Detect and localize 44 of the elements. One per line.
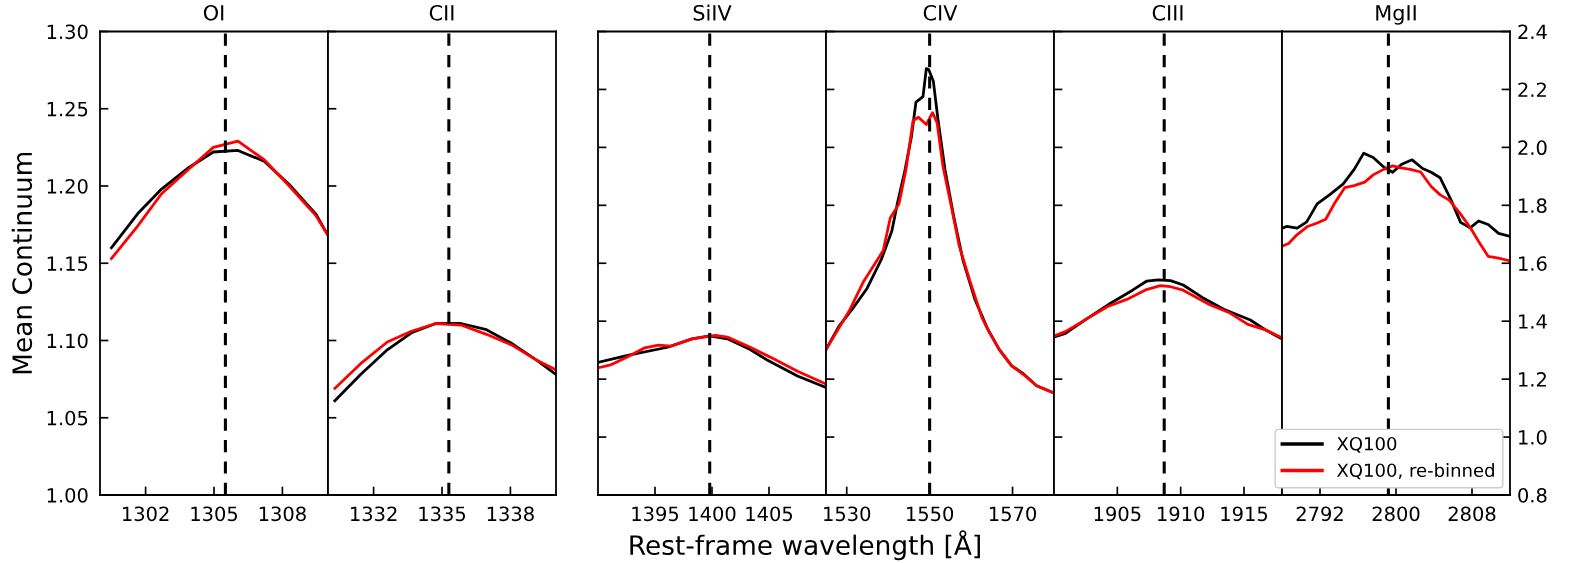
legend-label: XQ100	[1337, 436, 1397, 453]
y2-tick-label: 2.4	[1518, 24, 1547, 39]
y2-tick-label: 1.8	[1519, 198, 1547, 213]
x-tick-label: 1405	[746, 506, 793, 522]
y2-tick-label: 1.2	[1519, 372, 1546, 387]
y2-tick-label: 2.0	[1518, 140, 1547, 156]
y2-tick-label: 0.8	[1518, 487, 1547, 503]
chart-title: MgII	[1376, 5, 1416, 25]
x-tick-label: 1915	[1221, 506, 1268, 522]
x-tick-label: 1302	[122, 506, 169, 522]
y-axis-title: Mean Continuum	[11, 152, 33, 374]
chart-title: CII	[429, 4, 454, 21]
x-tick-label: 1335	[419, 506, 466, 522]
y2-tick-label: 2.2	[1518, 82, 1546, 97]
y-tick-label: 1.10	[47, 333, 88, 349]
y-tick-label: 1.25	[47, 101, 88, 117]
y2-tick-label: 1.0	[1519, 430, 1547, 445]
x-tick-label: 1905	[1094, 506, 1141, 522]
x-tick-label: 1530	[824, 506, 871, 522]
x-tick-label: 2792	[1296, 506, 1343, 522]
x-tick-label: 2800	[1372, 506, 1420, 522]
chart-title: CIII	[1152, 4, 1183, 21]
x-tick-label: 2808	[1448, 506, 1496, 522]
x-tick-label: 1550	[907, 506, 954, 522]
x-tick-label: 1305	[191, 506, 238, 522]
y2-tick-label: 1.4	[1519, 314, 1547, 329]
x-tick-label: 1308	[259, 506, 306, 522]
x-tick-label: 1395	[632, 506, 679, 522]
x-tick-label: 1570	[989, 506, 1036, 522]
x-axis-title: Rest-frame wavelength [Å]	[630, 530, 980, 561]
chart-title: OI	[203, 4, 224, 21]
chart-title: SiIV	[693, 4, 732, 21]
y-tick-label: 1.00	[47, 487, 88, 503]
chart-title: CIV	[923, 4, 958, 21]
y-tick-label: 1.20	[47, 178, 88, 194]
y-tick-label: 1.05	[47, 410, 88, 426]
y-tick-label: 1.15	[47, 256, 88, 271]
x-tick-label: 1332	[350, 506, 397, 522]
x-tick-label: 1338	[487, 506, 534, 522]
y2-tick-label: 1.6	[1519, 256, 1547, 271]
x-tick-label: 1400	[689, 506, 736, 522]
legend-label: XQ100, re-binned	[1337, 463, 1494, 480]
x-tick-label: 1910	[1158, 506, 1205, 522]
y-tick-label: 1.30	[47, 24, 88, 40]
